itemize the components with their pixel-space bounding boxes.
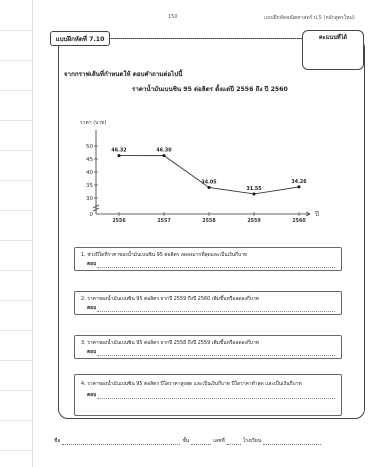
- question-3-text: 3. ราคาของน้ำมันเบนซิน 95 ต่อลิตร จากปี …: [81, 340, 259, 346]
- data-point: [162, 154, 166, 158]
- answer-2-label: ตอบ: [87, 305, 97, 311]
- y-tick-label: 0: [90, 212, 94, 218]
- exercise-tab: แบบฝึกหัดที่ 7.10: [50, 31, 110, 46]
- class-label: ชั้น: [182, 438, 190, 444]
- x-tick-label: 2559: [247, 218, 261, 224]
- score-box[interactable]: คะแนนที่ได้: [302, 30, 364, 70]
- data-value-label: 31.55: [246, 186, 261, 192]
- axis-break-icon: [92, 204, 100, 212]
- y-tick-label: 35: [86, 183, 93, 189]
- school-field[interactable]: [263, 440, 322, 445]
- answer-2-field[interactable]: [97, 306, 335, 312]
- line-chart: ราคา (บาท) ปี 0 30 35 40 45 50 2556 2557 2558 25…: [80, 120, 319, 224]
- instruction-text: จากกราฟเส้นที่กำหนดให้ ตอบคำถามต่อไปนี้: [64, 71, 183, 78]
- y-axis-label: ราคา (บาท): [80, 120, 106, 126]
- y-tick-label: 40: [86, 170, 93, 176]
- data-value-label: 46.30: [156, 148, 172, 154]
- x-tick-label: 2560: [292, 218, 306, 224]
- question-4: 4. ราคาของน้ำมันเบนซิน 95 ต่อลิตร ปีใดรา…: [74, 374, 342, 416]
- student-info-footer: ชื่อ ชั้น เลขที่ โรงเรียน: [54, 437, 374, 445]
- answer-3-label: ตอบ: [87, 349, 97, 355]
- number-label: เลขที่: [213, 438, 225, 444]
- question-2-text: 2. ราคาของน้ำมันเบนซิน 95 ต่อลิตร จากปี …: [81, 296, 259, 302]
- x-axis-label: ปี: [314, 210, 319, 218]
- school-label: โรงเรียน: [242, 438, 262, 444]
- number-field[interactable]: [226, 440, 241, 445]
- data-value-label: 46.32: [111, 148, 126, 154]
- x-tick-label: 2556: [112, 218, 126, 224]
- x-tick-label: 2557: [157, 218, 170, 224]
- worksheet-page: 150 แบบฝึกหัดคณิตศาสตร์ ป.5 (หลักสูตรใหม…: [34, 0, 374, 467]
- question-2: 2. ราคาของน้ำมันเบนซิน 95 ต่อลิตร จากปี …: [74, 291, 342, 315]
- data-point: [117, 154, 121, 158]
- chart-title: ราคาน้ำมันเบนซิน 95 ต่อลิตร ตั้งแต่ปี 25…: [132, 86, 288, 93]
- question-1: 1. ช่วงปีใดที่ราคาของน้ำมันเบนซิน 95 ต่อ…: [74, 247, 342, 271]
- question-3: 3. ราคาของน้ำมันเบนซิน 95 ต่อลิตร จากปี …: [74, 335, 342, 359]
- name-field[interactable]: [62, 440, 181, 445]
- name-label: ชื่อ: [54, 438, 61, 444]
- answer-4-label: ตอบ: [87, 392, 97, 398]
- answer-3-field[interactable]: [97, 350, 335, 356]
- y-tick-label: 45: [86, 157, 93, 163]
- data-value-label: 34.26: [291, 179, 307, 185]
- data-point: [207, 185, 211, 189]
- question-1-text: 1. ช่วงปีใดที่ราคาของน้ำมันเบนซิน 95 ต่อ…: [81, 252, 248, 258]
- score-label: คะแนนที่ได้: [318, 35, 348, 41]
- class-field[interactable]: [191, 440, 212, 445]
- x-axis-arrow-icon: [305, 211, 311, 217]
- answer-1-field[interactable]: [97, 262, 335, 268]
- notebook-left-margin: [0, 0, 33, 467]
- y-tick-label: 30: [86, 196, 93, 202]
- running-title: แบบฝึกหัดคณิตศาสตร์ ป.5 (หลักสูตรใหม่): [264, 15, 355, 21]
- question-4-text: 4. ราคาของน้ำมันเบนซิน 95 ต่อลิตร ปีใดรา…: [81, 381, 302, 387]
- data-value-label: 34.05: [201, 179, 216, 185]
- y-tick-label: 50: [86, 144, 93, 150]
- data-point: [252, 192, 256, 196]
- tab-dotted-line: [110, 38, 329, 39]
- answer-1-label: ตอบ: [87, 261, 97, 267]
- x-tick-label: 2558: [202, 218, 216, 224]
- page-number: 150: [168, 14, 178, 20]
- data-point: [297, 185, 301, 189]
- answer-4-field[interactable]: [97, 393, 335, 399]
